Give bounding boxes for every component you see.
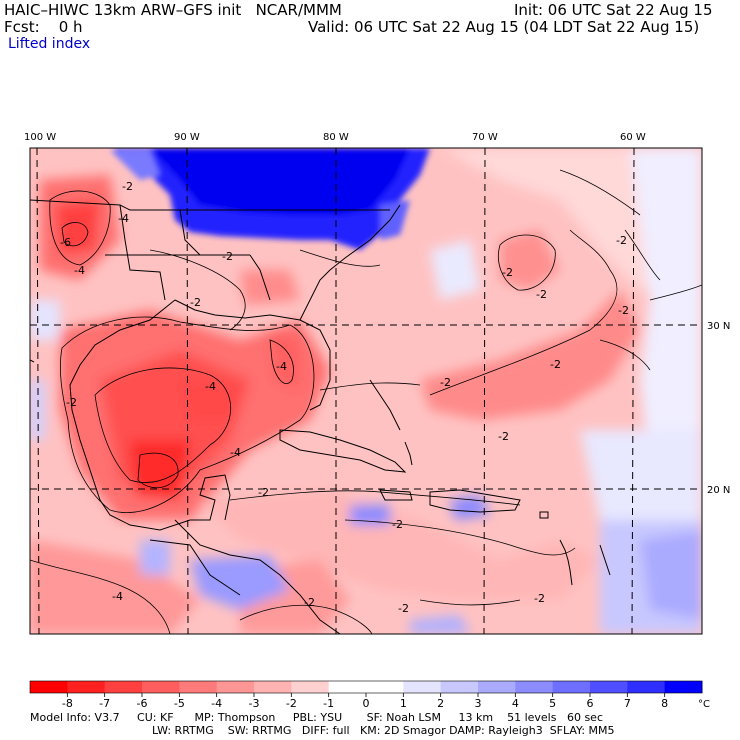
contour-label: -4 — [118, 212, 129, 225]
contour-label: -2 — [190, 296, 201, 309]
colorbar-tick-label: 4 — [512, 697, 519, 710]
lat-label: 30 N — [707, 321, 730, 332]
colorbar-tick-label: 7 — [624, 697, 631, 710]
init-time: Init: 06 UTC Sat 22 Aug 15 — [514, 1, 713, 19]
colorbar-swatch — [291, 681, 330, 693]
field-name: Lifted index — [8, 36, 91, 52]
lat-label: 20 N — [707, 485, 730, 496]
colorbar-swatch — [478, 681, 516, 693]
contour-label: -2 — [304, 596, 315, 609]
colorbar-tick-label: -8 — [62, 697, 73, 710]
colorbar-swatch — [627, 681, 666, 693]
contour-label: -4 — [276, 360, 287, 373]
contour-label: -4 — [112, 590, 123, 603]
contour-label: -2 — [534, 592, 545, 605]
colorbar-tick-label: 5 — [549, 697, 556, 710]
map-frame — [29, 147, 703, 635]
lon-label: 60 W — [620, 132, 646, 143]
colorbar-tick-label: -3 — [249, 697, 260, 710]
contour-label: -2 — [498, 430, 509, 443]
colorbar-tick-label: -7 — [99, 697, 110, 710]
forecast-hour: Fcst: 0 h — [4, 18, 83, 36]
colorbar-swatch — [254, 681, 292, 693]
contour-label: -2 — [618, 304, 629, 317]
colorbar-swatch — [104, 681, 143, 693]
contour-label: -2 — [258, 486, 269, 499]
graticule — [30, 148, 702, 634]
colorbar-tick-label: 2 — [437, 697, 444, 710]
colorbar-swatch — [179, 681, 218, 693]
colorbar-swatch — [664, 681, 703, 693]
valid-time: Valid: 06 UTC Sat 22 Aug 15 (04 LDT Sat … — [308, 18, 700, 36]
contour-label: -2 — [398, 602, 409, 615]
lon-label: 70 W — [472, 132, 498, 143]
colorbar-tick-label: -2 — [286, 697, 297, 710]
model-title: HAIC–HIWC 13km ARW–GFS init NCAR/MMM — [4, 1, 342, 19]
contour-label: -2 — [122, 180, 133, 193]
colorbar-swatch — [515, 681, 554, 693]
colorbar-tick-label: -4 — [211, 697, 222, 710]
contour-label: -4 — [74, 264, 85, 277]
colorbar-swatch — [30, 681, 68, 693]
coastlines — [30, 199, 611, 634]
colorbar-tick-label: -1 — [323, 697, 334, 710]
contour-label: -2 — [550, 358, 561, 371]
colorbar-tick-label: 6 — [587, 697, 594, 710]
contour-label: -4 — [205, 380, 216, 393]
colorbar-swatch — [67, 681, 106, 693]
contour-label: -2 — [392, 518, 403, 531]
lon-label: 100 W — [24, 132, 56, 143]
colorbar-swatch — [142, 681, 180, 693]
colorbar-tick-label: 0 — [363, 697, 370, 710]
colorbar-tick-label: -5 — [174, 697, 185, 710]
contour-labels: -2 -4 -6 -4 -2 -2 -2 -4 -4 -4 -2 -2 -2 -… — [60, 180, 629, 615]
contour-label: -2 — [536, 288, 547, 301]
contour-label: -2 — [502, 266, 513, 279]
colorbar-tick-label: 1 — [400, 697, 407, 710]
lon-label: 90 W — [174, 132, 200, 143]
axis-labels: 100 W 90 W 80 W 70 W 60 W 30 N 20 N — [24, 132, 730, 496]
colorbar-swatch — [216, 681, 255, 693]
colorbar-swatch — [403, 681, 442, 693]
colorbar-swatch — [366, 681, 404, 693]
contour-label: -2 — [440, 376, 451, 389]
model-info-line1: Model Info: V3.7 CU: KF MP: Thompson PBL… — [30, 711, 603, 724]
colorbar-unit: °C — [698, 699, 710, 710]
contour-label: -6 — [60, 236, 71, 249]
colorbar: -8 -7 -6 -5 -4 -3 -2 -1 0 1 2 3 4 5 6 7 8 °C — [29, 680, 710, 710]
contour-label: -2 — [66, 396, 77, 409]
model-info-line2: LW: RRTMG SW: RRTMG DIFF: full KM: 2D Sm… — [152, 724, 615, 737]
colorbar-swatch — [440, 681, 479, 693]
lon-label: 80 W — [323, 132, 349, 143]
colorbar-swatch — [328, 681, 367, 693]
contour-label: -2 — [616, 234, 627, 247]
contour-lines — [30, 169, 702, 634]
colorbar-swatch — [552, 681, 591, 693]
colorbar-swatch — [590, 681, 628, 693]
contour-label: -4 — [230, 446, 241, 459]
shaded-field — [30, 148, 702, 634]
colorbar-tick-label: 8 — [661, 697, 668, 710]
colorbar-tick-label: 3 — [475, 697, 482, 710]
contour-label: -2 — [222, 250, 233, 263]
colorbar-tick-label: -6 — [137, 697, 148, 710]
